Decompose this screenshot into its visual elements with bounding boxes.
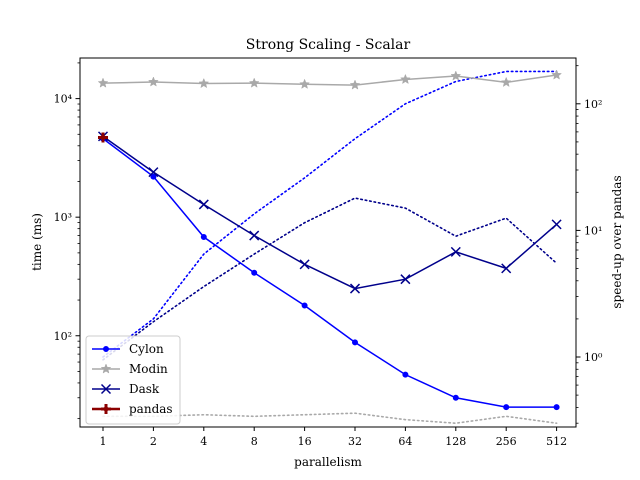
dask-point (148, 167, 159, 178)
modin-point (349, 79, 361, 90)
legend-item-cylon: Cylon (92, 342, 164, 356)
dask-point (400, 274, 411, 285)
legend-item-dask: Dask (92, 382, 160, 396)
x-axis-title: parallelism (294, 455, 362, 469)
y2-tick-label: 10⁰ (584, 351, 603, 364)
modin-time-line (102, 74, 557, 86)
modin-point (198, 77, 210, 89)
dask-point (551, 219, 562, 230)
plot-area (97, 69, 562, 425)
dask-point (198, 199, 209, 210)
cylon-point (150, 173, 157, 180)
cylon-point (503, 404, 510, 411)
modin-point (551, 69, 562, 80)
x-tick-label: 1 (100, 435, 107, 448)
chart-title: Strong Scaling - Scalar (246, 37, 411, 53)
y2-axis-title: speed-up over pandas (610, 175, 624, 308)
dask-point (501, 263, 512, 274)
legend-label-pandas: pandas (129, 402, 173, 416)
legend-box (85, 335, 181, 425)
x-tick-label: 8 (251, 435, 258, 448)
dask-series (97, 131, 562, 294)
legend-label-dask: Dask (129, 382, 160, 396)
dask-speedup-line (102, 197, 558, 361)
modin-point (148, 76, 159, 87)
dask-point (450, 246, 461, 257)
x-tick-label: 2 (150, 435, 157, 448)
cylon-time-line (102, 137, 557, 408)
modin-point (450, 70, 462, 81)
cylon-point (251, 269, 258, 276)
modin-series (97, 69, 562, 90)
legend-item-modin: Modin (92, 362, 168, 376)
y-tick-label: 10² (54, 330, 72, 343)
dask-point (299, 259, 310, 270)
pandas-series (98, 132, 108, 143)
x-tick-label: 32 (348, 435, 362, 448)
y-tick-label: 10⁴ (54, 93, 73, 106)
modin-speedup-line (102, 412, 558, 425)
legend-marker-pandas-core (103, 406, 109, 412)
cylon-point (200, 234, 207, 241)
x-tick-label: 4 (200, 435, 207, 448)
x-tick-label: 64 (398, 435, 412, 448)
modin-point (400, 73, 411, 85)
modin-point (500, 76, 512, 87)
legend-label-cylon: Cylon (129, 342, 164, 356)
x-tick-label: 512 (546, 435, 567, 448)
cylon-point (352, 339, 358, 346)
x-tick-label: 128 (445, 435, 466, 448)
modin-point (248, 77, 260, 88)
modin-point (97, 77, 109, 88)
legend-marker-modin (100, 363, 112, 374)
legend-label-modin: Modin (129, 362, 168, 376)
legend-marker-dask (100, 383, 112, 395)
cylon-series (100, 135, 560, 411)
dask-time-line (102, 135, 558, 290)
legend: Cylon Modin Dask pandas (85, 335, 181, 425)
y-tick-label: 10³ (54, 211, 72, 224)
cylon-point (402, 371, 409, 378)
x-tick-label: 16 (298, 435, 312, 448)
cylon-point (301, 302, 308, 309)
cylon-point (452, 394, 459, 401)
cylon-point (553, 404, 560, 411)
y-axis-title: time (ms) (30, 213, 44, 271)
y2-tick-label: 10² (584, 98, 602, 111)
y2-tick-label: 10¹ (584, 224, 602, 237)
dask-point (249, 230, 260, 241)
legend-marker-cylon (103, 346, 109, 352)
pandas-point-core (100, 134, 106, 140)
dask-point (349, 283, 361, 294)
legend-item-pandas: pandas (92, 402, 173, 416)
axes: 1 2 4 8 16 32 64 128 256 512 10² 10³ 10⁴ 10⁰ 10¹ 10² (54, 62, 603, 448)
cylon-speedup-line (102, 70, 558, 358)
x-tick-label: 256 (496, 435, 517, 448)
modin-point (299, 78, 310, 89)
